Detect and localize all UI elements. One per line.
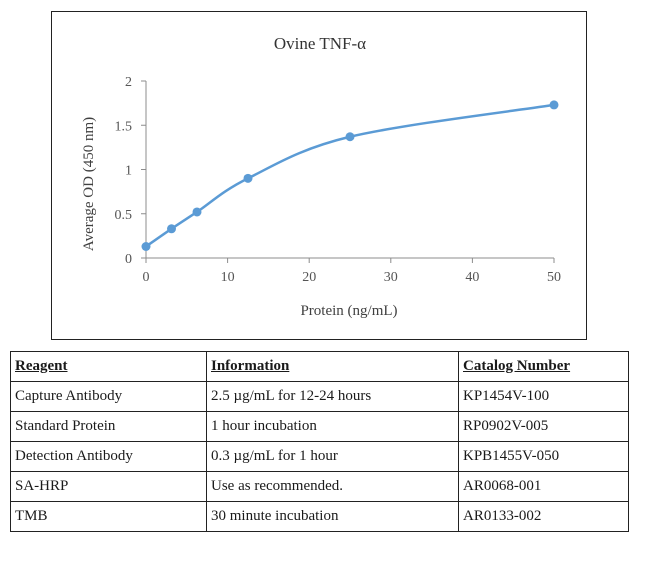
reagent-table: Reagent Information Catalog Number Captu… [10,351,629,532]
header-reagent: Reagent [10,351,207,382]
chart-svg: Ovine TNF-α Average OD (450 nm) Protein … [81,34,562,319]
cell-information: 0.3 µg/mL for 1 hour [206,441,459,472]
table-header-row: Reagent Information Catalog Number [10,351,629,382]
x-tick-label: 10 [221,270,235,285]
y-tick-label: 1 [125,164,132,179]
x-tick-label: 40 [465,270,479,285]
x-tick-label: 50 [547,270,561,285]
cell-catalog-number: AR0133-002 [458,501,629,532]
y-tick-label: 2 [125,75,132,90]
cell-reagent: Standard Protein [10,411,207,442]
table-row: Standard Protein 1 hour incubation RP090… [10,411,629,442]
chart-title: Ovine TNF-α [274,34,366,53]
x-tick-label: 20 [302,270,316,285]
x-tick-label: 0 [143,270,150,285]
table-row: Capture Antibody 2.5 µg/mL for 12-24 hou… [10,381,629,412]
chart-panel: Ovine TNF-α Average OD (450 nm) Protein … [51,11,587,340]
series-line [145,103,555,248]
data-point [549,100,559,110]
data-point [345,132,355,142]
x-axis-label: Protein (ng/mL) [300,303,397,319]
cell-catalog-number: AR0068-001 [458,471,629,502]
header-catalog-number: Catalog Number [458,351,629,382]
cell-information: Use as recommended. [206,471,459,502]
series [141,100,559,251]
cell-information: 1 hour incubation [206,411,459,442]
cell-information: 30 minute incubation [206,501,459,532]
y-tick-label: 0.5 [115,208,133,223]
table-row: Detection Antibody 0.3 µg/mL for 1 hour … [10,441,629,472]
data-point [167,224,176,234]
cell-catalog-number: RP0902V-005 [458,411,629,442]
table-row: TMB 30 minute incubation AR0133-002 [10,501,629,532]
cell-reagent: Capture Antibody [10,381,207,412]
cell-catalog-number: KP1454V-100 [458,381,629,412]
x-tick-label: 30 [384,270,398,285]
y-tick-label: 1.5 [115,119,133,134]
axes [141,80,555,263]
header-information: Information [206,351,459,382]
y-axis-label: Average OD (450 nm) [81,117,97,251]
cell-reagent: TMB [10,501,207,532]
cell-reagent: SA-HRP [10,471,207,502]
cell-reagent: Detection Antibody [10,441,207,472]
tick-labels: 00.511.520 10 20 30 40 50 [115,75,562,285]
data-point [243,173,253,183]
y-tick-label: 0 [125,252,132,267]
data-point [192,207,202,217]
cell-catalog-number: KPB1455V-050 [458,441,629,472]
cell-information: 2.5 µg/mL for 12-24 hours [206,381,459,412]
table-row: SA-HRP Use as recommended. AR0068-001 [10,471,629,502]
data-point [141,241,151,251]
